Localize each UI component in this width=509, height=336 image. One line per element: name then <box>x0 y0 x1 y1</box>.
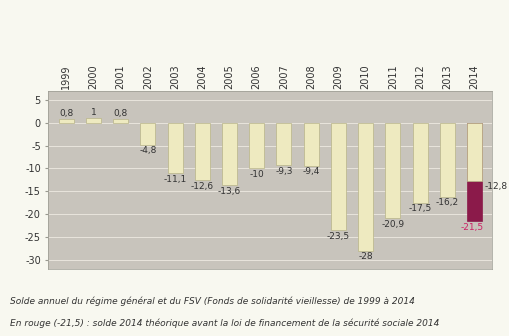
Bar <box>113 119 128 123</box>
Bar <box>466 123 481 181</box>
Bar <box>194 123 209 180</box>
Text: -10: -10 <box>249 170 264 179</box>
Text: 0,8: 0,8 <box>113 109 127 118</box>
Text: -16,2: -16,2 <box>435 199 458 208</box>
Bar <box>412 123 427 203</box>
Text: -21,5: -21,5 <box>459 223 483 232</box>
Text: 0,8: 0,8 <box>59 109 73 118</box>
Text: 1: 1 <box>90 108 96 117</box>
Text: -9,3: -9,3 <box>275 167 292 176</box>
Text: -4,8: -4,8 <box>139 146 156 156</box>
Bar <box>167 123 182 173</box>
Text: -11,1: -11,1 <box>163 175 186 184</box>
Bar <box>86 118 101 123</box>
Bar <box>59 119 73 123</box>
Text: -23,5: -23,5 <box>326 232 349 241</box>
Bar <box>221 123 237 185</box>
Text: -9,4: -9,4 <box>302 167 319 176</box>
Bar <box>466 123 481 181</box>
Text: -13,6: -13,6 <box>217 186 241 196</box>
Text: En rouge (-21,5) : solde 2014 théorique avant la loi de financement de la sécuri: En rouge (-21,5) : solde 2014 théorique … <box>10 319 439 328</box>
Bar <box>466 123 481 221</box>
Bar <box>276 123 291 165</box>
Bar <box>303 123 318 166</box>
Text: -28: -28 <box>357 252 372 261</box>
Text: -12,8: -12,8 <box>483 182 506 192</box>
Bar <box>385 123 400 218</box>
Text: -20,9: -20,9 <box>381 220 404 229</box>
Bar <box>140 123 155 144</box>
Text: -12,6: -12,6 <box>190 182 213 191</box>
Text: Solde annuel du régime général et du FSV (Fonds de solidarité vieillesse) de 199: Solde annuel du régime général et du FSV… <box>10 297 414 306</box>
Text: -17,5: -17,5 <box>408 204 431 213</box>
Bar <box>357 123 372 251</box>
Bar <box>249 123 264 168</box>
Bar <box>439 123 454 197</box>
Bar <box>330 123 345 230</box>
